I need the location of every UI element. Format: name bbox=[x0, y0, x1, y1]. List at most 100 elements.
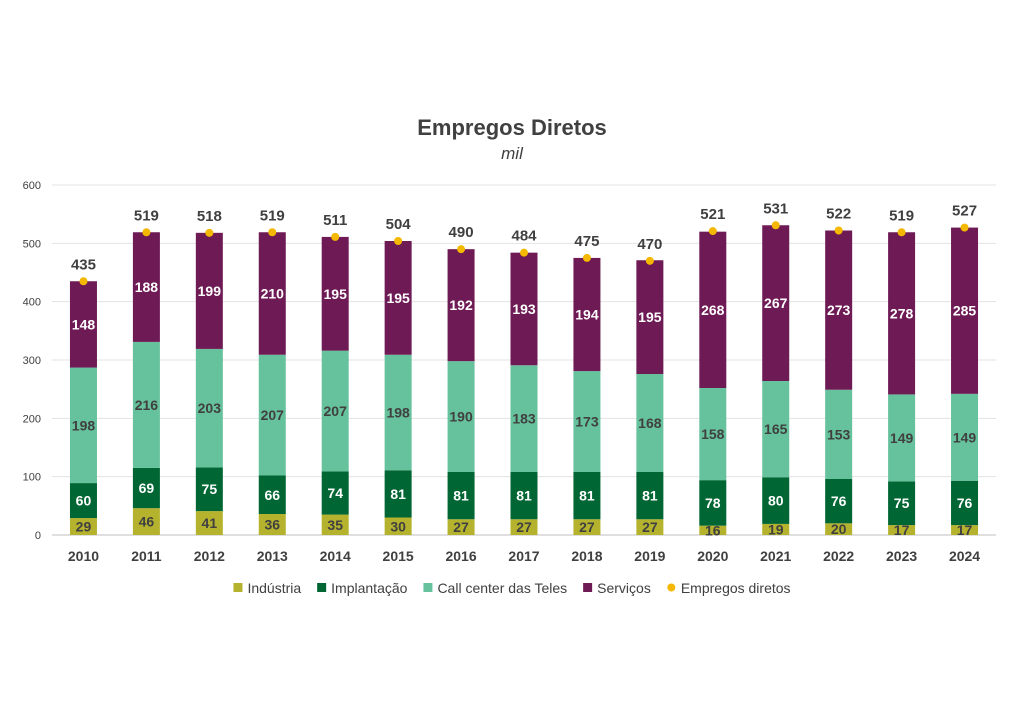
x-tick-label: 2022 bbox=[823, 548, 854, 564]
total-marker bbox=[142, 228, 151, 237]
data-label: 27 bbox=[516, 519, 532, 535]
bar-segment bbox=[447, 472, 475, 520]
bar-segment bbox=[447, 361, 475, 472]
data-label: 30 bbox=[390, 518, 406, 534]
legend-label: Serviços bbox=[597, 580, 651, 596]
x-tick-label: 2016 bbox=[445, 548, 476, 564]
total-label: 519 bbox=[889, 207, 914, 224]
total-label: 519 bbox=[134, 207, 159, 224]
total-label: 511 bbox=[323, 212, 347, 229]
total-label: 470 bbox=[637, 236, 662, 253]
chart-title: Empregos Diretos bbox=[417, 115, 607, 140]
bar-segment bbox=[951, 480, 979, 526]
data-label: 267 bbox=[764, 295, 788, 311]
bar-segment bbox=[384, 354, 412, 471]
legend-label: Indústria bbox=[247, 580, 301, 596]
legend-item: Call center das Teles bbox=[423, 580, 567, 596]
legend-swatch bbox=[317, 583, 327, 592]
chart-subtitle: mil bbox=[501, 144, 523, 163]
data-label: 76 bbox=[831, 493, 847, 509]
data-label: 190 bbox=[449, 409, 473, 425]
data-label: 278 bbox=[890, 305, 914, 321]
bar-segment bbox=[321, 236, 349, 351]
data-label: 81 bbox=[642, 488, 658, 504]
bar-segment bbox=[762, 477, 790, 524]
y-tick-label: 0 bbox=[35, 530, 41, 542]
bar-segment bbox=[384, 241, 412, 355]
data-label: 193 bbox=[512, 301, 536, 317]
y-tick-label: 300 bbox=[23, 355, 41, 367]
data-label: 198 bbox=[72, 417, 96, 433]
total-label: 527 bbox=[952, 203, 977, 220]
bar-segment bbox=[132, 341, 160, 468]
data-label: 165 bbox=[764, 421, 788, 437]
data-label: 285 bbox=[953, 303, 977, 319]
total-marker bbox=[897, 228, 906, 237]
bar-segment bbox=[258, 354, 286, 476]
bar-segment bbox=[699, 525, 727, 535]
bar-segment bbox=[762, 225, 790, 381]
total-marker bbox=[457, 245, 466, 254]
bar-segment bbox=[132, 232, 160, 342]
x-tick-label: 2024 bbox=[949, 548, 980, 564]
data-label: 75 bbox=[202, 481, 218, 497]
total-label: 522 bbox=[826, 206, 851, 223]
bar-segment bbox=[888, 232, 916, 395]
x-tick-label: 2010 bbox=[68, 548, 99, 564]
bar-segment bbox=[636, 472, 664, 520]
data-label: 199 bbox=[198, 283, 222, 299]
bar-segment bbox=[762, 523, 790, 535]
y-tick-label: 500 bbox=[23, 238, 41, 250]
bar-segment bbox=[636, 260, 664, 374]
x-tick-label: 2020 bbox=[697, 548, 728, 564]
bar-segment bbox=[825, 479, 853, 524]
data-label: 210 bbox=[261, 286, 285, 302]
bar-segment bbox=[195, 467, 223, 512]
data-label: 192 bbox=[449, 297, 473, 313]
total-marker bbox=[268, 228, 277, 237]
total-label: 490 bbox=[449, 224, 474, 241]
bars: 2960198148435466921618851941752031995183… bbox=[69, 200, 979, 538]
data-label: 183 bbox=[512, 411, 536, 427]
data-label: 69 bbox=[139, 480, 155, 496]
data-label: 81 bbox=[390, 486, 406, 502]
y-tick-label: 400 bbox=[23, 297, 41, 309]
data-label: 17 bbox=[894, 522, 910, 538]
total-marker bbox=[394, 237, 403, 245]
data-label: 27 bbox=[579, 519, 595, 535]
bar-segment bbox=[69, 281, 97, 368]
data-label: 195 bbox=[324, 286, 348, 302]
total-marker bbox=[79, 277, 88, 286]
data-label: 80 bbox=[768, 493, 784, 509]
bar-segment bbox=[195, 511, 223, 535]
bar-segment bbox=[636, 519, 664, 535]
y-tick-label: 200 bbox=[23, 413, 41, 425]
total-marker bbox=[771, 221, 780, 230]
total-marker bbox=[960, 223, 969, 232]
bar-segment bbox=[510, 252, 538, 366]
legend: Indústria Implantação Call center das Tele… bbox=[233, 580, 791, 596]
total-marker bbox=[331, 232, 340, 241]
data-label: 81 bbox=[516, 488, 532, 504]
total-label: 531 bbox=[763, 200, 788, 217]
data-label: 74 bbox=[327, 485, 343, 501]
legend-label: Implantação bbox=[331, 580, 407, 596]
bar-segment bbox=[951, 227, 979, 394]
bar-segment bbox=[951, 393, 979, 481]
legend-item: Serviços bbox=[583, 580, 651, 596]
total-marker bbox=[582, 253, 591, 262]
data-label: 173 bbox=[575, 414, 599, 430]
total-marker bbox=[708, 227, 717, 236]
bar-segment bbox=[573, 519, 601, 535]
bar-segment bbox=[636, 374, 664, 472]
bar-segment bbox=[888, 481, 916, 526]
legend-label: Empregos diretos bbox=[681, 580, 791, 596]
data-label: 149 bbox=[890, 430, 914, 446]
bar-segment bbox=[321, 350, 349, 472]
y-tick-label: 600 bbox=[23, 180, 41, 192]
data-label: 27 bbox=[453, 519, 469, 535]
x-axis: 2010 2011 2012 2013 2014 2015 2016 2017 2018 2019… bbox=[68, 548, 980, 564]
bar-segment bbox=[321, 514, 349, 535]
y-axis: 0 100 200 300 400 500 600 bbox=[23, 180, 41, 542]
